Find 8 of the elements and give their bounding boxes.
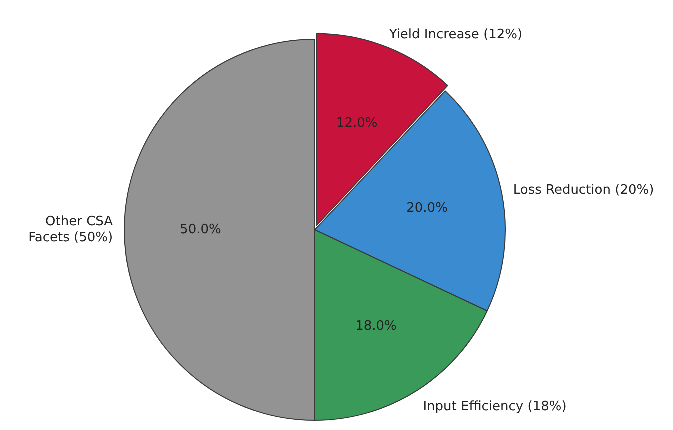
slice-label: Yield Increase (12%) bbox=[388, 28, 523, 43]
slice-label: Loss Reduction (20%) bbox=[513, 183, 654, 198]
data-label: 18.0% bbox=[356, 318, 397, 334]
data-label: 50.0% bbox=[180, 222, 222, 238]
data-label: 20.0% bbox=[406, 200, 448, 216]
slice-label: Input Efficiency (18%) bbox=[423, 399, 567, 414]
slice-label: Other CSA Facets (50%) bbox=[28, 214, 114, 246]
data-label: 12.0% bbox=[336, 116, 378, 132]
